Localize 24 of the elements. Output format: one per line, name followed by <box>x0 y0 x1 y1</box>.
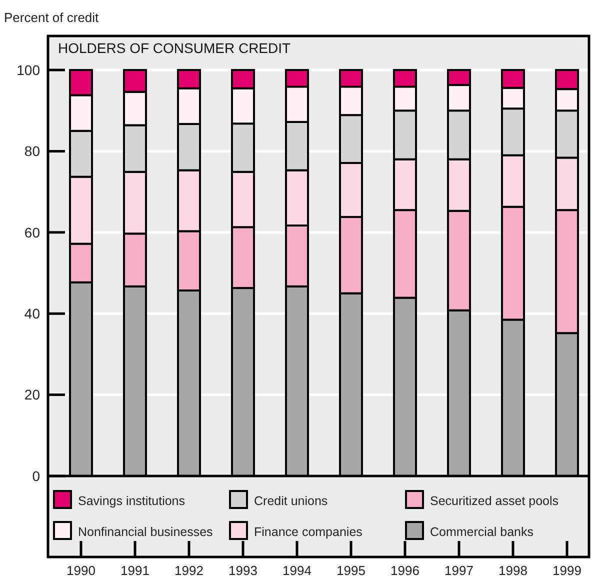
y-tick-label: 60 <box>24 224 40 240</box>
legend-label: Securitized asset pools <box>430 494 559 508</box>
x-tick-label: 1994 <box>282 563 312 578</box>
legend-label: Commercial banks <box>430 525 534 539</box>
y-tick-label: 100 <box>16 62 40 78</box>
y-tick-label: 80 <box>24 143 40 160</box>
y-tick-label: 40 <box>24 306 40 322</box>
chart-title: HOLDERS OF CONSUMER CREDIT <box>58 40 292 56</box>
x-tick-label: 1991 <box>120 563 150 578</box>
x-tick-label: 1995 <box>336 563 366 578</box>
y-axis-title: Percent of credit <box>4 10 100 25</box>
y-tick-label: 20 <box>24 386 40 403</box>
legend-label: Nonfinancial businesses <box>78 525 213 539</box>
x-tick-label: 1999 <box>552 563 582 578</box>
legend-label: Savings institutions <box>78 494 186 508</box>
legend-label: Credit unions <box>254 494 328 508</box>
legend-label: Finance companies <box>254 525 362 539</box>
x-tick-label: 1992 <box>174 563 204 578</box>
x-tick-label: 1990 <box>66 563 96 578</box>
x-tick-label: 1993 <box>228 563 258 578</box>
x-tick-label: 1997 <box>444 563 474 578</box>
x-tick-label: 1998 <box>498 563 528 578</box>
x-tick-label: 1996 <box>390 563 420 578</box>
y-tick-label: 0 <box>32 468 40 484</box>
